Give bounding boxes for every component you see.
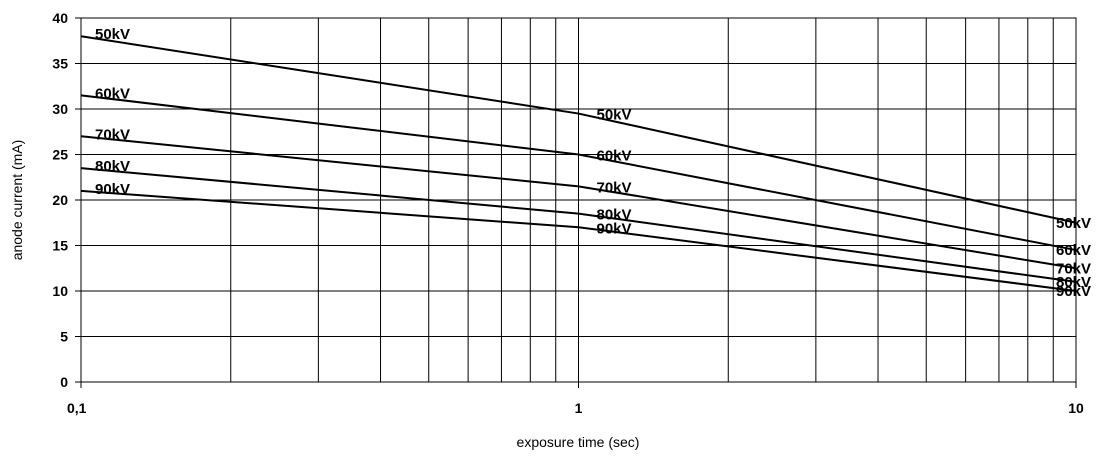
series-label-60kV: 60kV	[95, 85, 130, 102]
y-tick-label: 5	[60, 329, 68, 345]
x-tick-label: 10	[1068, 400, 1084, 416]
series-label-90kV: 90kV	[597, 220, 632, 237]
y-tick-label: 0	[60, 374, 68, 390]
tick-labels: 0 5 10 15 20 25 30 35 40 0,1 1 10	[52, 10, 1084, 416]
series-label-80kV: 80kV	[597, 207, 632, 224]
y-tick-label: 30	[52, 101, 68, 117]
series-label-70kV: 70kV	[95, 126, 130, 143]
x-axis-title: exposure time (sec)	[517, 434, 640, 450]
x-tick-label: 1	[575, 400, 583, 416]
y-tick-label: 25	[52, 147, 68, 163]
series-label-60kV: 60kV	[1056, 242, 1091, 259]
series-line-70kV	[80, 135, 1077, 270]
series-label-50kV: 50kV	[95, 26, 130, 43]
series-line-60kV	[80, 94, 1077, 252]
series-label-50kV: 50kV	[1056, 215, 1091, 232]
series-line-80kV	[80, 167, 1077, 283]
y-tick-label: 20	[52, 192, 68, 208]
series-label-90kV: 90kV	[1056, 283, 1091, 300]
series-label-80kV: 80kV	[1056, 274, 1091, 291]
y-tick-label: 10	[52, 283, 68, 299]
series-label-90kV: 90kV	[95, 181, 130, 198]
series-line-50kV	[80, 35, 1077, 224]
series-label-70kV: 70kV	[597, 179, 632, 196]
y-tick-label: 35	[52, 56, 68, 72]
x-tick-label: 0,1	[67, 400, 87, 416]
series-labels: 50kV50kV50kV60kV60kV60kV70kV70kV70kV80kV…	[95, 26, 1091, 300]
series-label-70kV: 70kV	[1056, 260, 1091, 277]
series-label-80kV: 80kV	[95, 158, 130, 175]
series-lines	[80, 35, 1077, 292]
series-label-60kV: 60kV	[597, 148, 632, 165]
series-label-50kV: 50kV	[597, 107, 632, 124]
y-tick-label: 40	[52, 10, 68, 26]
y-tick-label: 15	[52, 238, 68, 254]
grid	[80, 17, 1077, 383]
y-axis-title: anode current (mA)	[9, 140, 25, 261]
series-line-90kV	[80, 189, 1077, 292]
